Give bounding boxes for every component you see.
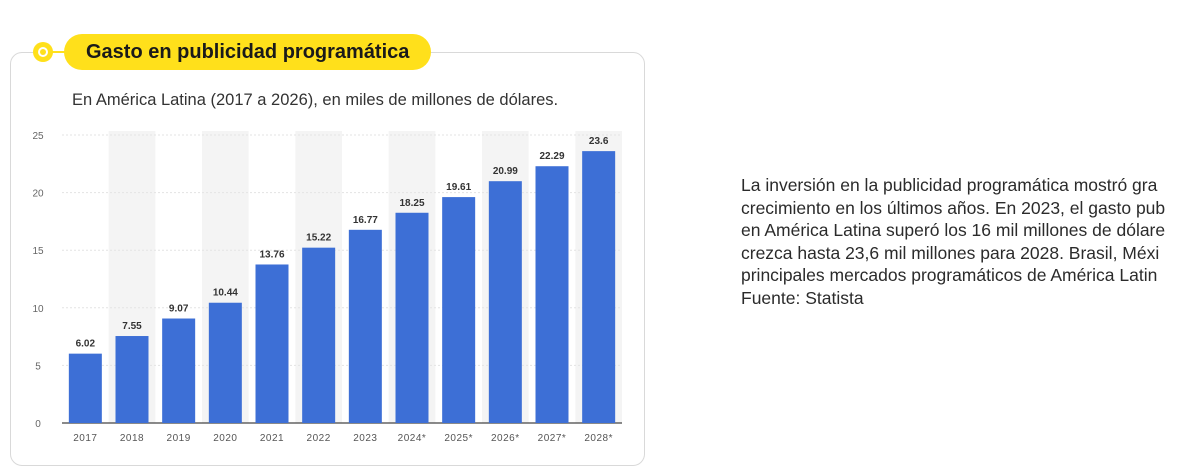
- data-label: 13.76: [259, 249, 284, 260]
- description-text: La inversión en la publicidad programáti…: [741, 174, 1200, 309]
- x-tick-label: 2028*: [584, 433, 613, 444]
- bar: [442, 197, 476, 423]
- bar: [488, 181, 522, 423]
- y-tick-label: 15: [32, 246, 44, 257]
- data-label: 19.61: [446, 182, 471, 193]
- data-label: 7.55: [122, 321, 142, 332]
- data-label: 18.25: [399, 198, 424, 209]
- bar: [162, 318, 196, 423]
- x-tick-label: 2021: [260, 433, 284, 444]
- description-line: principales mercados programáticos de Am…: [741, 265, 1158, 285]
- data-label: 15.22: [306, 233, 331, 244]
- x-tick-label: 2027*: [538, 433, 567, 444]
- bar: [348, 229, 382, 423]
- bar: [208, 302, 242, 423]
- x-tick-label: 2023: [353, 433, 377, 444]
- x-tick-label: 2024*: [398, 433, 427, 444]
- description-line: La inversión en la publicidad programáti…: [741, 175, 1158, 195]
- y-tick-label: 20: [32, 189, 44, 200]
- x-tick-label: 2020: [213, 433, 237, 444]
- bar: [395, 212, 429, 423]
- data-label: 10.44: [213, 288, 238, 299]
- source-line: Fuente: Statista: [741, 287, 864, 308]
- bar-chart: 0 5 10 15 20 25 6.02 2017 7.55 2018 9.07 2019 10.44 2…: [32, 131, 622, 444]
- bar: [255, 264, 289, 423]
- data-label: 20.99: [493, 166, 518, 177]
- y-tick-label: 10: [32, 304, 44, 315]
- x-tick-label: 2026*: [491, 433, 520, 444]
- description-line: crecimiento en los últimos años. En 2023…: [741, 197, 1166, 218]
- data-label: 22.29: [539, 151, 564, 162]
- x-tick-label: 2017: [73, 433, 97, 444]
- data-label: 6.02: [76, 339, 96, 350]
- y-tick-label: 25: [32, 131, 44, 142]
- y-tick-label: 5: [35, 361, 41, 372]
- bar: [115, 336, 149, 423]
- bar: [535, 166, 569, 424]
- x-tick-label: 2022: [307, 433, 331, 444]
- bar: [302, 247, 336, 423]
- data-label: 16.77: [353, 215, 378, 226]
- bar: [68, 353, 102, 423]
- title-connector: [52, 51, 66, 53]
- data-label: 9.07: [169, 304, 189, 315]
- description-line: en América Latina superó los 16 mil mill…: [741, 220, 1166, 240]
- x-tick-label: 2018: [120, 433, 144, 444]
- description-line: crezca hasta 23,6 mil millones para 2028…: [741, 242, 1160, 263]
- x-tick-label: 2025*: [444, 433, 473, 444]
- data-label: 23.6: [589, 136, 609, 147]
- bar: [582, 151, 616, 424]
- y-tick-label: 0: [35, 419, 41, 430]
- x-tick-label: 2019: [167, 433, 191, 444]
- chart-subtitle: En América Latina (2017 a 2026), en mile…: [72, 91, 559, 109]
- chart-title: Gasto en publicidad programática: [64, 34, 432, 70]
- title-bullet-icon: [33, 42, 53, 62]
